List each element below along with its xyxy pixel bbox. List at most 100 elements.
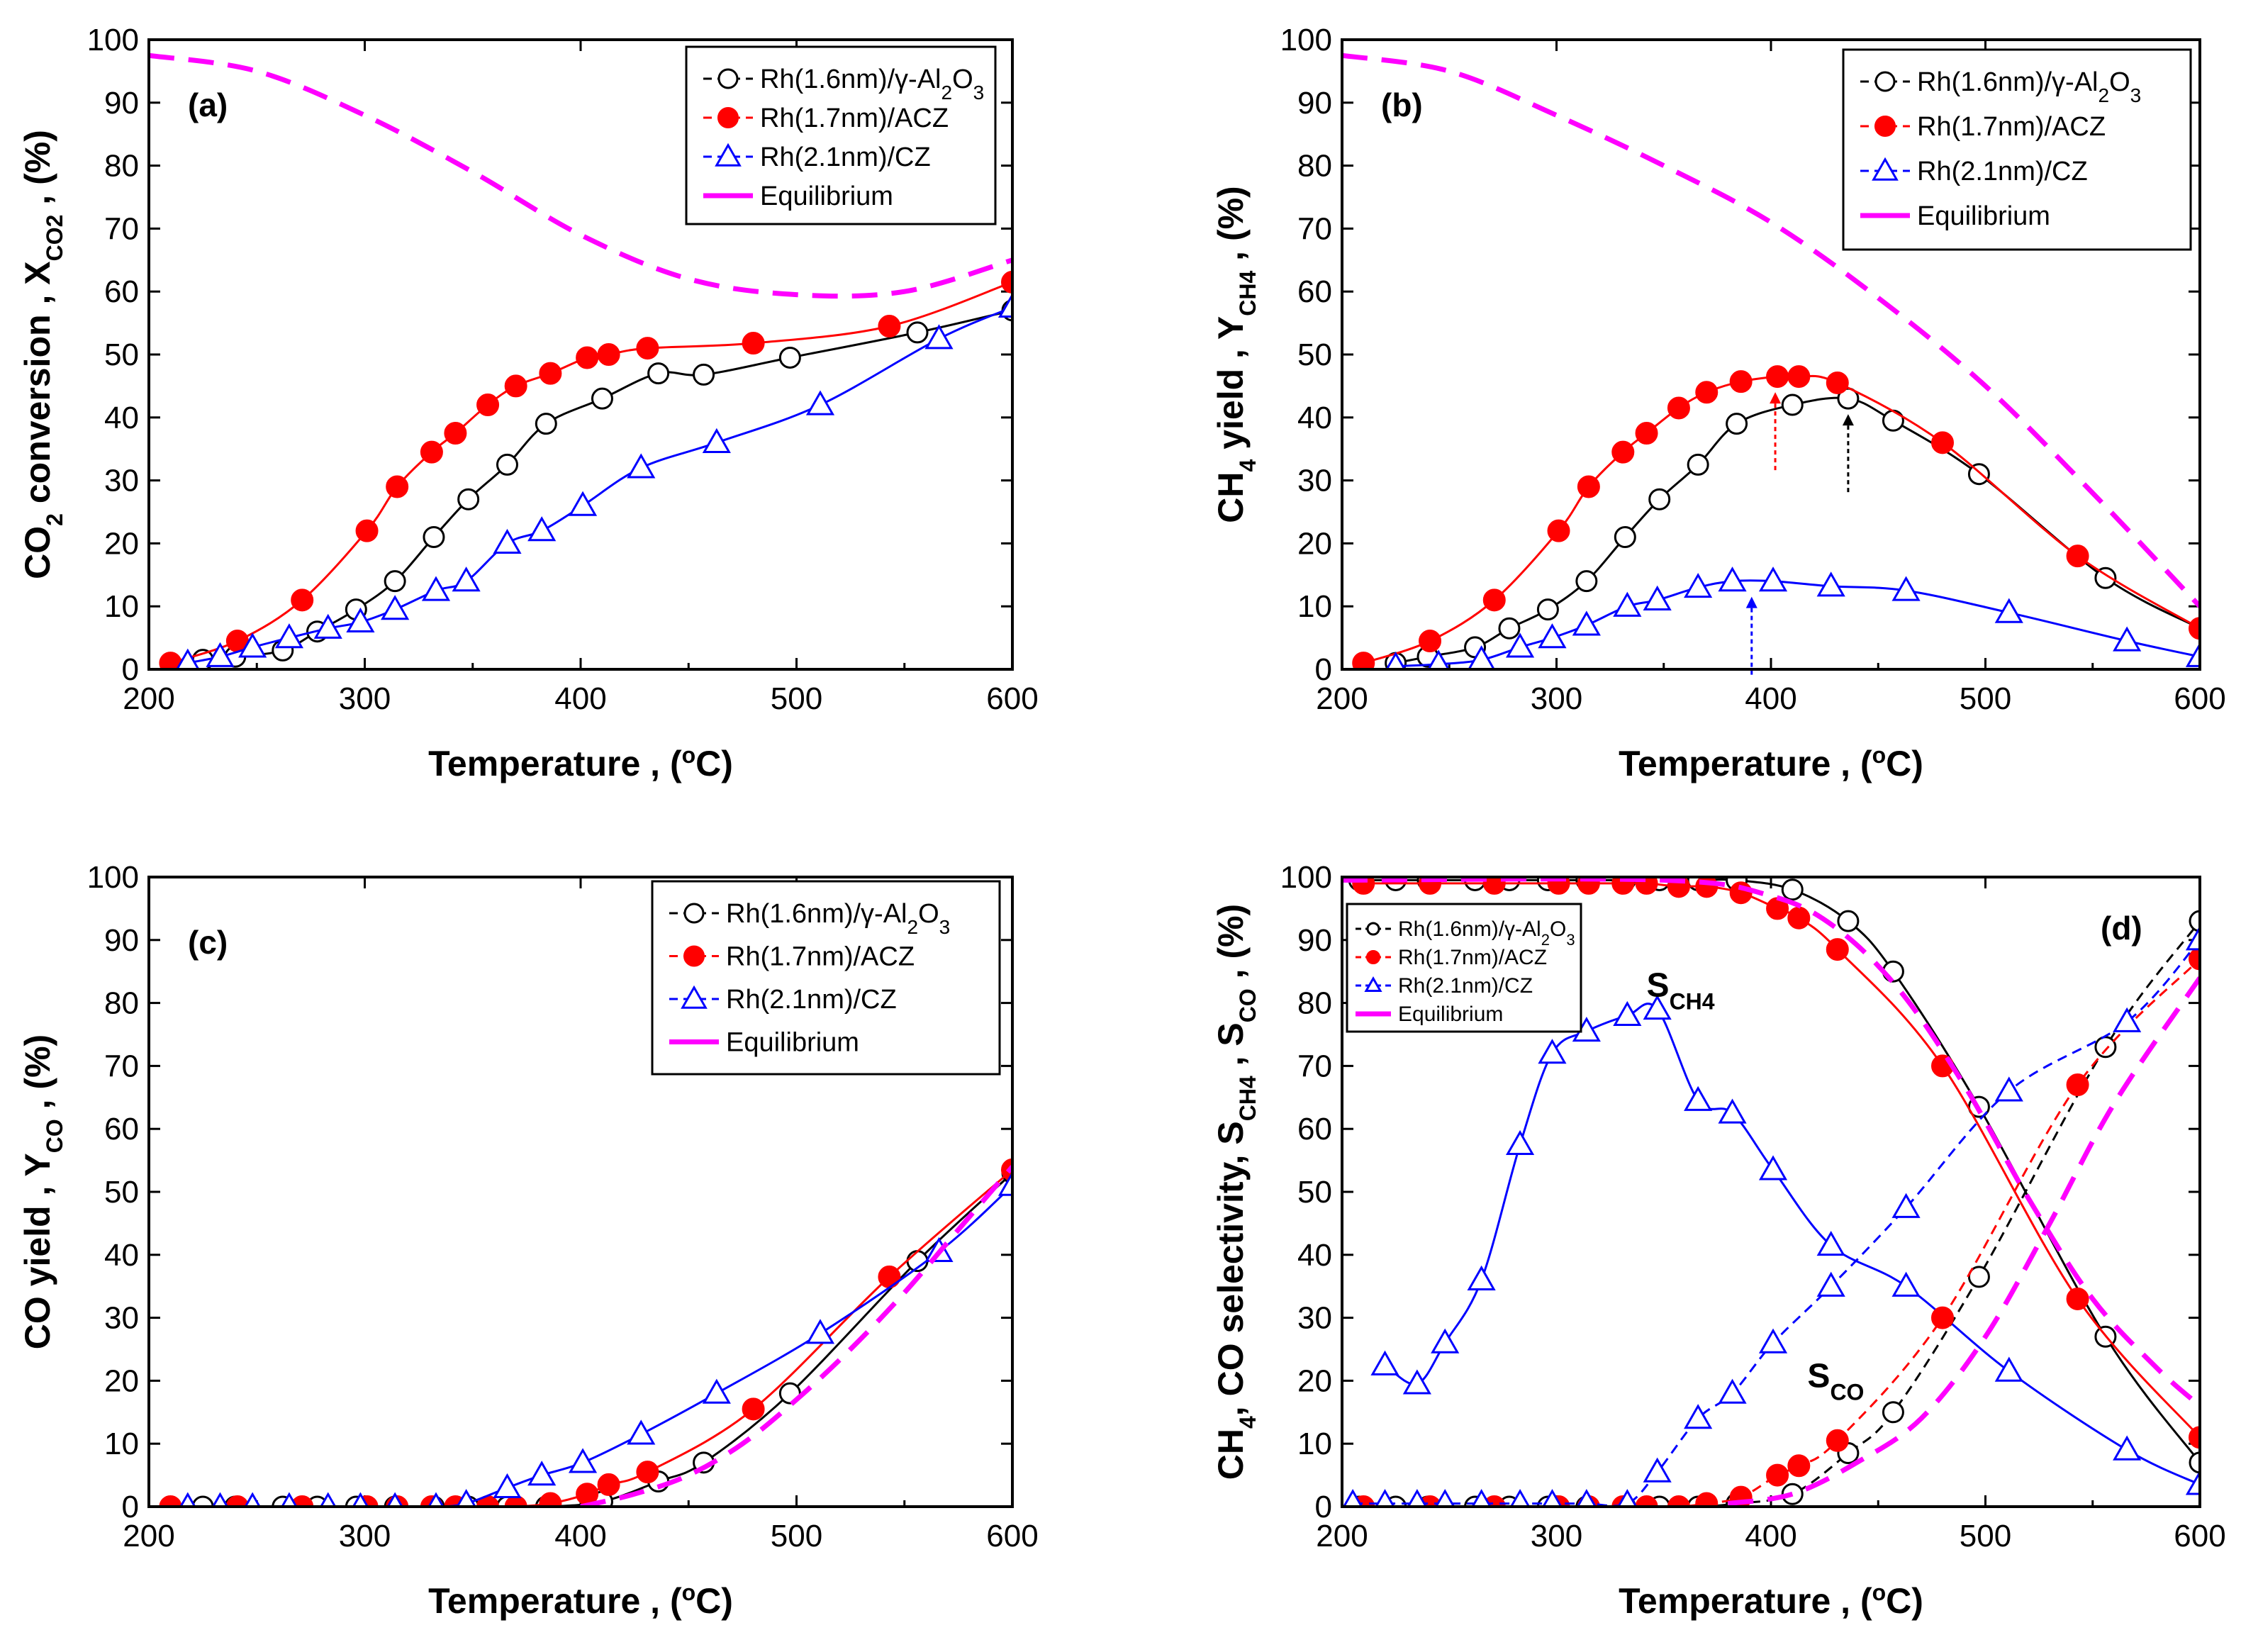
legend-text-sub: 2 xyxy=(1541,931,1550,949)
data-point-cz xyxy=(238,632,267,658)
data-point-cz xyxy=(2113,1435,2142,1461)
data-point-cz xyxy=(1718,567,1747,592)
legend-marker-alumina xyxy=(1874,71,1896,92)
data-point-acz xyxy=(2189,617,2200,640)
y-axis-label-sub: CO2 xyxy=(42,215,67,262)
data-point-alumina xyxy=(2189,1451,2200,1474)
data-point-cz xyxy=(1816,571,1845,597)
data-point-cz xyxy=(427,1492,445,1507)
x-tick-label: 400 xyxy=(554,1519,606,1553)
data-point-alumina xyxy=(496,453,518,476)
x-tick-label: 400 xyxy=(554,681,606,716)
y-axis-label-part: conversion , X xyxy=(18,261,57,513)
legend: Rh(1.6nm)/γ-Al2O3 Rh(1.7nm)/ACZ Rh(2.1nm)/… xyxy=(651,880,1001,1076)
y-axis-label-part: CH xyxy=(1211,1429,1251,1480)
data-point-acz xyxy=(636,337,659,360)
data-point-alumina xyxy=(191,1495,214,1507)
data-point-acz xyxy=(742,332,765,355)
panel-label: (c) xyxy=(188,924,228,961)
data-point-alumina xyxy=(1781,394,1804,416)
x-tick-label: 600 xyxy=(986,681,1038,716)
y-tick-label: 100 xyxy=(87,860,139,895)
y-tick-label: 0 xyxy=(1315,1490,1332,1524)
data-point-cz xyxy=(702,428,731,453)
data-point-cz xyxy=(1385,652,1406,669)
data-point-alumina xyxy=(1648,488,1671,510)
y-axis-label-part: yield , Y xyxy=(1211,316,1251,459)
data-point-cz xyxy=(1542,1489,1563,1507)
series-line-equilibrium xyxy=(1342,877,2200,1408)
data-point-cz xyxy=(352,1492,369,1507)
data-point-cz xyxy=(381,595,410,620)
legend-text-part: O xyxy=(952,65,973,94)
data-point-cz xyxy=(1758,1328,1788,1354)
data-point-cz xyxy=(244,1492,261,1507)
x-axis-label-part: C) xyxy=(695,744,733,783)
legend-label-acz: Rh(1.7nm)/ACZ xyxy=(760,104,949,133)
y-tick-label: 20 xyxy=(1297,1363,1332,1398)
y-tick-label: 60 xyxy=(1297,274,1332,309)
data-point-cz xyxy=(1572,610,1601,636)
data-point-cz xyxy=(1505,632,1535,658)
series-equilibrium xyxy=(580,1165,1012,1507)
y-tick-label: 20 xyxy=(104,1363,139,1398)
y-tick-label: 30 xyxy=(104,464,139,498)
data-point-cz xyxy=(1617,1489,1638,1507)
series-acz xyxy=(1352,947,2200,1507)
panel-b: 200 300 400 500 600 0 10 20 30 40 50 60 70 80 90 100 (b)… xyxy=(1211,23,2226,783)
data-point-cz xyxy=(1576,1489,1597,1507)
data-point-cz xyxy=(2185,642,2200,667)
data-point-alumina xyxy=(1726,413,1748,435)
x-tick-label: 300 xyxy=(1531,1519,1582,1553)
x-tick-label: 200 xyxy=(1316,681,1368,716)
data-point-acz xyxy=(636,1461,659,1484)
data-point-acz xyxy=(1635,422,1658,445)
y-tick-label: 90 xyxy=(1297,86,1332,121)
series-equilibrium xyxy=(1727,976,2200,1507)
x-axis-label-part: C) xyxy=(1886,1581,1923,1621)
legend-label-alumina: Rh(1.6nm)/γ-Al2O3 xyxy=(726,899,950,938)
data-point-cz xyxy=(568,1448,598,1473)
y-tick-label: 80 xyxy=(1297,149,1332,184)
data-point-cz xyxy=(1402,1369,1431,1395)
legend-box xyxy=(1346,903,1582,1033)
series-acz xyxy=(159,270,1012,669)
y-tick-label: 40 xyxy=(1297,401,1332,435)
data-point-cz xyxy=(1342,1489,1363,1507)
legend-text-part: O xyxy=(2109,67,2130,97)
data-point-acz xyxy=(1482,588,1506,612)
series-line-equilibrium xyxy=(1727,976,2200,1507)
data-point-cz xyxy=(281,1492,298,1507)
x-axis-label-sup: o xyxy=(1872,1580,1887,1605)
series-layer xyxy=(1342,52,2200,669)
data-point-acz xyxy=(1695,381,1719,404)
y-axis-label-a: CO2 conversion , XCO2 , (%) xyxy=(18,130,67,579)
y-tick-label: 60 xyxy=(104,1112,139,1146)
peak-arrow-head xyxy=(1770,392,1782,404)
data-point-cz xyxy=(313,613,342,639)
x-axis-label-part: Temperature , ( xyxy=(1619,1581,1872,1621)
selectivity-annotation: SCH4 xyxy=(1647,967,1715,1015)
y-tick-label: 30 xyxy=(1297,464,1332,498)
legend-label-cz: Rh(2.1nm)/CZ xyxy=(760,143,931,172)
y-tick-label: 60 xyxy=(1297,1112,1332,1146)
data-point-acz xyxy=(1826,1429,1849,1452)
y-axis-label-part: , CO selectivity, S xyxy=(1211,1121,1251,1416)
series-line-acz xyxy=(1363,882,2200,1439)
y-tick-label: 90 xyxy=(1297,923,1332,958)
data-point-cz xyxy=(924,324,954,350)
data-point-cz xyxy=(805,390,835,415)
series-line-equilibrium xyxy=(149,52,1012,299)
x-axis-label-part: Temperature , ( xyxy=(1619,744,1872,783)
x-axis-label-sup: o xyxy=(682,742,696,768)
legend-marker-alumina xyxy=(683,903,705,924)
data-point-acz xyxy=(878,1265,901,1288)
selectivity-annotation: SCO xyxy=(1807,1357,1864,1405)
x-tick-label: 600 xyxy=(2174,681,2225,716)
data-point-cz xyxy=(1613,1000,1642,1026)
data-point-acz xyxy=(1482,877,1506,895)
y-axis-label-d: CH4, CO selectivity, SCH4 , SCO , (%) xyxy=(1211,904,1261,1480)
y-axis-label-c: CO yield , YCO , (%) xyxy=(18,1034,67,1349)
x-axis-label-part: C) xyxy=(1886,744,1923,783)
y-tick-label: 80 xyxy=(1297,986,1332,1021)
